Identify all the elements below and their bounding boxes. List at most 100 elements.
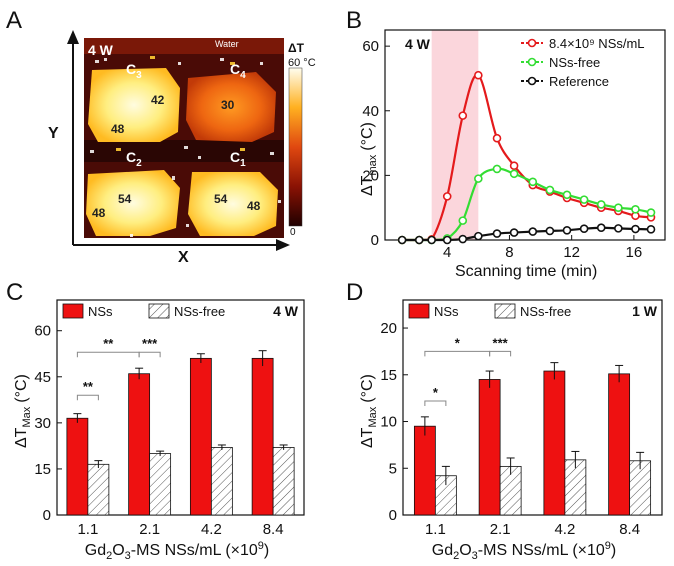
line-chart-legend: 8.4×10⁹ NSs/mL NSs-free Reference xyxy=(521,36,645,89)
data-point xyxy=(545,226,555,236)
data-point xyxy=(509,161,519,170)
y-tick-label: 40 xyxy=(362,103,379,120)
x-tick-label: 16 xyxy=(626,244,643,261)
panel-letter-c: C xyxy=(6,279,23,306)
x-tick-label: 1.1 xyxy=(77,521,98,538)
c2-value-2: 54 xyxy=(118,192,132,206)
colorbar-min-label: 0 xyxy=(290,227,296,238)
c3-value-2: 48 xyxy=(111,122,125,136)
line-chart-plot: 4 8 12 16 0 20 40 60 xyxy=(362,29,666,261)
chamber-c3-region xyxy=(88,68,180,142)
chamber-label-c4: C4 xyxy=(230,61,246,81)
stimulation-shaded-region xyxy=(431,30,479,240)
legend-swatch xyxy=(62,303,84,319)
x-tick-label: 2.1 xyxy=(490,521,511,538)
data-point xyxy=(458,234,468,244)
significance-bracket xyxy=(76,351,140,358)
bar-chart-c-power-label: 4 W xyxy=(273,303,299,319)
bar-nss xyxy=(128,373,151,516)
legend-label: NSs-free xyxy=(549,55,600,70)
data-point xyxy=(509,169,519,179)
y-tick-label: 5 xyxy=(389,460,397,477)
y-tick-label: 60 xyxy=(34,323,51,340)
bar-chart-d-x-label: Gd2O3-MS NSs/mL (×109) xyxy=(432,540,617,562)
bar-chart-d-legend: NSs NSs-free xyxy=(408,303,571,319)
legend-label: NSs xyxy=(88,304,113,319)
chamber-c2-region xyxy=(86,170,180,236)
x-tick-label: 2.1 xyxy=(139,521,160,538)
panel-a: A Y X xyxy=(6,7,316,266)
c4-value-1: 30 xyxy=(221,98,235,112)
legend-marker xyxy=(527,76,537,86)
y-arrowhead-icon xyxy=(67,30,79,44)
y-tick-label: 20 xyxy=(362,167,379,184)
bar-chart-d-power-label: 1 W xyxy=(632,303,658,319)
significance-bracket xyxy=(138,351,161,358)
data-point xyxy=(631,224,640,234)
data-point xyxy=(614,224,623,233)
data-point xyxy=(414,235,424,245)
significance-bracket xyxy=(424,400,447,406)
x-tick-label: 8 xyxy=(505,244,513,261)
data-point xyxy=(442,192,452,201)
bar-nss xyxy=(608,373,631,516)
bar-nss-free xyxy=(149,453,172,516)
legend-swatch xyxy=(494,303,516,319)
x-tick-label: 8.4 xyxy=(619,521,640,538)
x-tick-label: 8.4 xyxy=(263,521,284,538)
bar-chart-c-legend: NSs NSs-free xyxy=(62,303,225,319)
data-point xyxy=(596,200,606,209)
significance-label: *** xyxy=(493,335,509,350)
y-tick-label: 0 xyxy=(43,507,51,524)
c1-value-2: 48 xyxy=(247,199,261,213)
legend-label: NSs-free xyxy=(520,304,571,319)
data-point xyxy=(458,111,468,120)
series-line-0 xyxy=(402,73,652,242)
significance-bracket xyxy=(76,394,99,401)
c3-value-1: 42 xyxy=(151,93,165,107)
line-chart-x-label: Scanning time (min) xyxy=(455,263,597,280)
thermal-image xyxy=(84,38,284,238)
significance-label: ** xyxy=(83,379,94,394)
bar-nss xyxy=(543,370,566,516)
data-point xyxy=(614,203,623,212)
y-tick-label: 15 xyxy=(380,367,397,384)
c2-value-1: 48 xyxy=(92,206,106,220)
y-tick-label: 30 xyxy=(34,415,51,432)
heatmap-power-label: 4 W xyxy=(88,42,114,58)
line-chart-frame xyxy=(384,29,666,241)
bar-nss-free xyxy=(272,447,295,516)
heatmap-x-label: X xyxy=(178,249,189,266)
bar-nss xyxy=(413,425,436,516)
y-tick-label: 0 xyxy=(371,232,379,249)
data-point xyxy=(545,185,555,195)
data-point xyxy=(492,164,502,174)
water-label: Water xyxy=(215,39,239,49)
legend-marker xyxy=(527,38,537,48)
data-point xyxy=(562,226,572,235)
data-point xyxy=(596,223,606,233)
data-point xyxy=(579,224,589,233)
data-point xyxy=(579,195,589,204)
bar-nss xyxy=(189,357,212,516)
y-tick-label: 60 xyxy=(362,38,379,55)
bar-chart-frame xyxy=(402,299,663,516)
bar-nss xyxy=(66,417,89,516)
data-point xyxy=(458,216,468,225)
colorbar-max-label: 60 °C xyxy=(288,57,316,69)
c1-value-1: 54 xyxy=(214,192,228,206)
chamber-label-c1: C1 xyxy=(230,149,246,169)
x-tick-label: 12 xyxy=(563,244,580,261)
significance-label: ** xyxy=(103,336,114,351)
y-tick-label: 10 xyxy=(380,414,397,431)
data-point xyxy=(492,133,502,143)
legend-swatch xyxy=(408,303,430,319)
significance-label: * xyxy=(433,385,439,400)
bar-chart-c-y-label: ΔTMax(°C) xyxy=(13,374,33,448)
data-point xyxy=(646,225,656,234)
